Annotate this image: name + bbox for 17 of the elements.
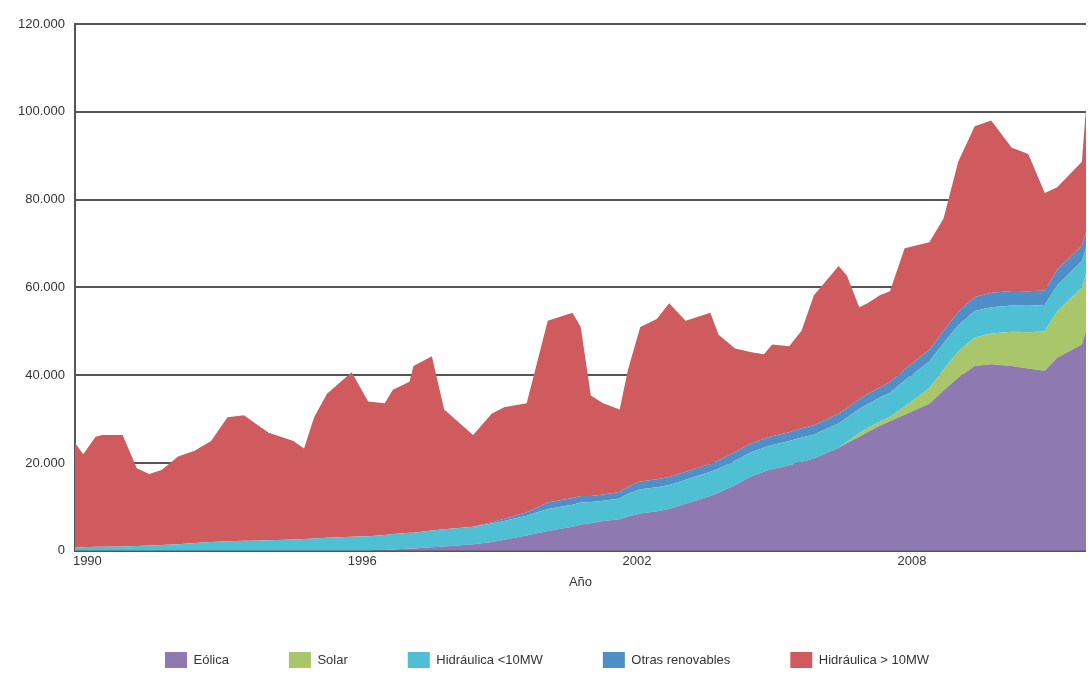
y-tick-label: 60.000 [25,278,65,294]
x-axis-title: Año [568,573,593,589]
y-tick-label: 80.000 [25,191,65,207]
legend-label: Hidráulica <10MW [436,651,544,667]
legend-label: Hidráulica > 10MW [818,651,930,667]
legend-label: Solar [317,651,349,667]
x-tick-label: 2002 [622,553,652,569]
legend-label: Eólica [193,651,230,667]
x-tick-label: 2008 [897,553,927,569]
y-tick-label: 20.000 [25,454,65,470]
y-tick-label: 120.000 [17,15,65,31]
x-tick-label: 1996 [347,553,377,569]
y-tick-label: 100.000 [17,103,65,119]
y-tick-label: 40.000 [25,366,65,382]
x-tick-label: 1990 [72,553,102,569]
y-tick-label: 0 [57,542,65,558]
legend-label: Otras renovables [631,651,731,667]
